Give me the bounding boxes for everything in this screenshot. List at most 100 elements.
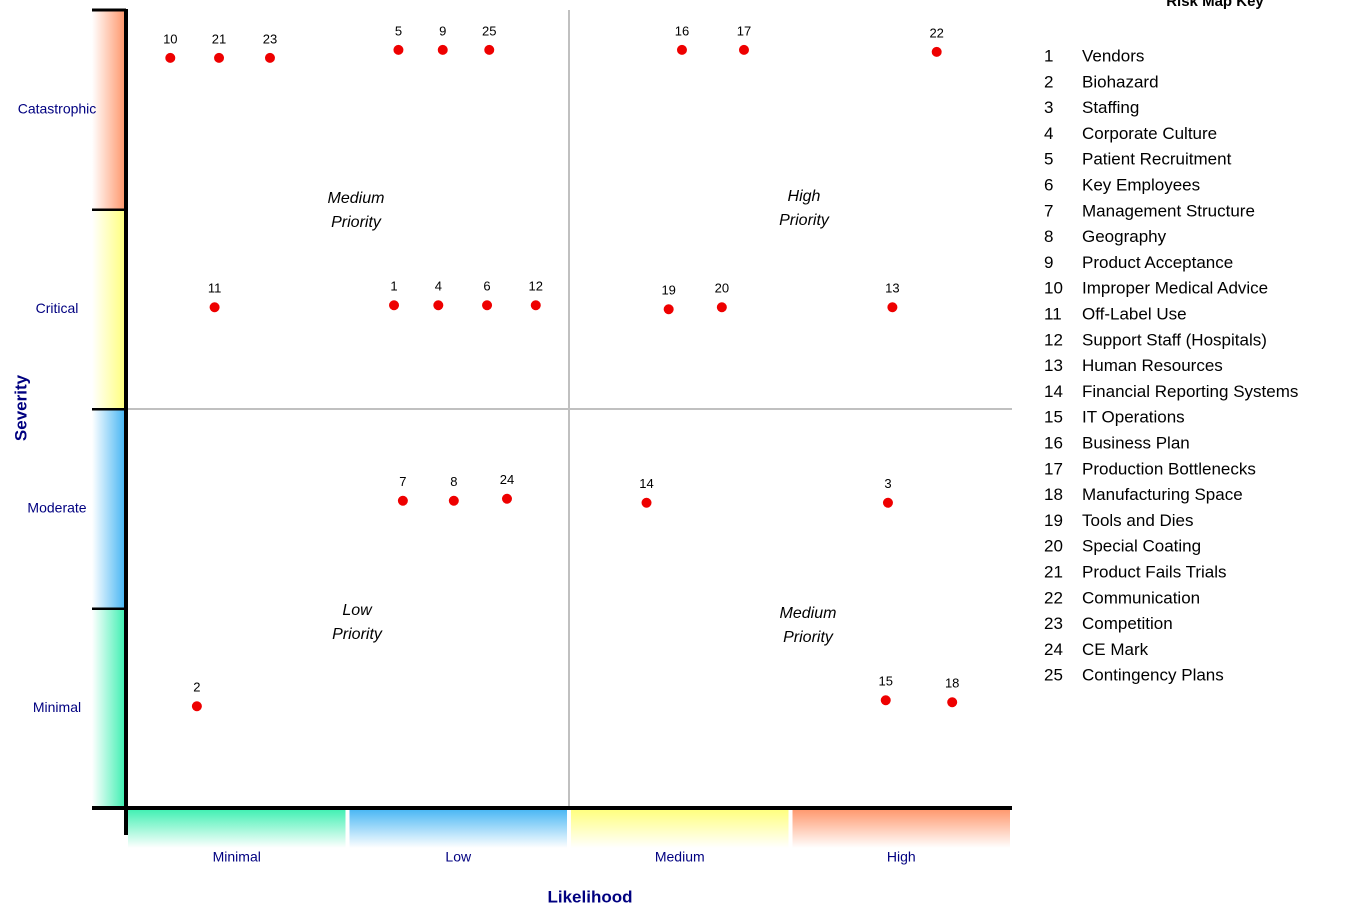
- key-name: IT Operations: [1082, 408, 1185, 427]
- x-band: [792, 810, 1010, 848]
- risk-point: [389, 300, 400, 311]
- key-number: 23: [1044, 614, 1063, 633]
- risk-point: [716, 302, 727, 313]
- key-number: 22: [1044, 588, 1063, 607]
- key-name: Competition: [1082, 614, 1173, 633]
- key-name: Key Employees: [1082, 175, 1200, 194]
- key-name: Patient Recruitment: [1082, 150, 1232, 169]
- point-label: 20: [715, 281, 729, 296]
- risk-point: [264, 52, 275, 63]
- risk-point: [641, 497, 652, 508]
- y-band: [92, 210, 124, 408]
- key-name: Corporate Culture: [1082, 124, 1217, 143]
- point-label: 16: [675, 23, 689, 38]
- risk-point: [882, 497, 893, 508]
- key-number: 25: [1044, 666, 1063, 685]
- point-label: 6: [483, 279, 490, 294]
- quadrant-label: Priority: [779, 212, 830, 229]
- quadrant-label: Low: [342, 602, 373, 619]
- y-band: [92, 410, 124, 608]
- risk-point: [214, 52, 225, 63]
- point-label: 17: [737, 23, 751, 38]
- risk-point: [448, 495, 459, 506]
- key-number: 16: [1044, 433, 1063, 452]
- risk-point: [437, 44, 448, 55]
- risk-point: [887, 302, 898, 313]
- key-number: 17: [1044, 459, 1063, 478]
- key-name: Support Staff (Hospitals): [1082, 330, 1267, 349]
- key-name: Human Resources: [1082, 356, 1223, 375]
- point-label: 18: [945, 676, 959, 691]
- key-number: 15: [1044, 408, 1063, 427]
- x-tick-label: Minimal: [213, 849, 261, 865]
- x-axis-title: Likelihood: [548, 887, 633, 906]
- key-number: 10: [1044, 279, 1063, 298]
- key-name: Management Structure: [1082, 201, 1255, 220]
- point-label: 4: [435, 279, 442, 294]
- key-number: 12: [1044, 330, 1063, 349]
- key-number: 3: [1044, 98, 1053, 117]
- y-band: [92, 609, 124, 807]
- key-name: Product Fails Trials: [1082, 562, 1227, 581]
- point-label: 7: [399, 474, 406, 489]
- risk-point: [165, 52, 176, 63]
- point-label: 24: [500, 472, 514, 487]
- key-number: 6: [1044, 175, 1053, 194]
- quadrant-label: Priority: [783, 629, 834, 646]
- point-label: 21: [212, 31, 226, 46]
- quadrant-label: High: [788, 188, 821, 205]
- point-label: 8: [450, 474, 457, 489]
- quadrant-label: Medium: [780, 605, 837, 622]
- quadrant-label: Priority: [332, 626, 383, 643]
- key-number: 7: [1044, 201, 1053, 220]
- risk-point: [947, 697, 958, 708]
- key-name: Biohazard: [1082, 72, 1159, 91]
- risk-point: [484, 44, 495, 55]
- risk-point: [482, 300, 493, 311]
- key-name: Business Plan: [1082, 433, 1190, 452]
- risk-point: [393, 44, 404, 55]
- key-number: 9: [1044, 253, 1053, 272]
- key-number: 21: [1044, 562, 1063, 581]
- x-tick-label: Low: [445, 849, 472, 865]
- point-label: 23: [263, 31, 277, 46]
- risk-point: [663, 304, 674, 315]
- key-number: 24: [1044, 640, 1063, 659]
- quadrant-label: Priority: [331, 214, 382, 231]
- x-band: [349, 810, 567, 848]
- key-number: 4: [1044, 124, 1053, 143]
- key-name: Off-Label Use: [1082, 304, 1187, 323]
- key-name: Staffing: [1082, 98, 1139, 117]
- key-name: Vendors: [1082, 46, 1144, 65]
- key-number: 13: [1044, 356, 1063, 375]
- key-name: Manufacturing Space: [1082, 485, 1243, 504]
- point-label: 3: [884, 476, 891, 491]
- key-name: Product Acceptance: [1082, 253, 1233, 272]
- risk-point: [738, 44, 749, 55]
- key-name: Geography: [1082, 227, 1167, 246]
- key-name: CE Mark: [1082, 640, 1149, 659]
- risk-point: [676, 44, 687, 55]
- key-number: 5: [1044, 150, 1053, 169]
- y-axis-title: Severity: [11, 374, 30, 441]
- risk-point: [931, 46, 942, 57]
- key-number: 8: [1044, 227, 1053, 246]
- key-number: 11: [1044, 304, 1062, 323]
- risk-point: [530, 300, 541, 311]
- point-label: 9: [439, 23, 446, 38]
- point-label: 10: [163, 31, 177, 46]
- key-name: Contingency Plans: [1082, 666, 1224, 685]
- x-band: [571, 810, 789, 848]
- key-title: Risk Map Key: [1166, 0, 1264, 10]
- y-tick-label: Minimal: [33, 699, 81, 715]
- risk-point: [397, 495, 408, 506]
- risk-point: [880, 695, 891, 706]
- point-label: 22: [929, 25, 943, 40]
- key-name: Tools and Dies: [1082, 511, 1194, 530]
- y-tick-label: Critical: [36, 300, 79, 316]
- x-tick-label: Medium: [655, 849, 705, 865]
- risk-point: [433, 300, 444, 311]
- risk-point: [209, 302, 220, 313]
- key-number: 14: [1044, 382, 1063, 401]
